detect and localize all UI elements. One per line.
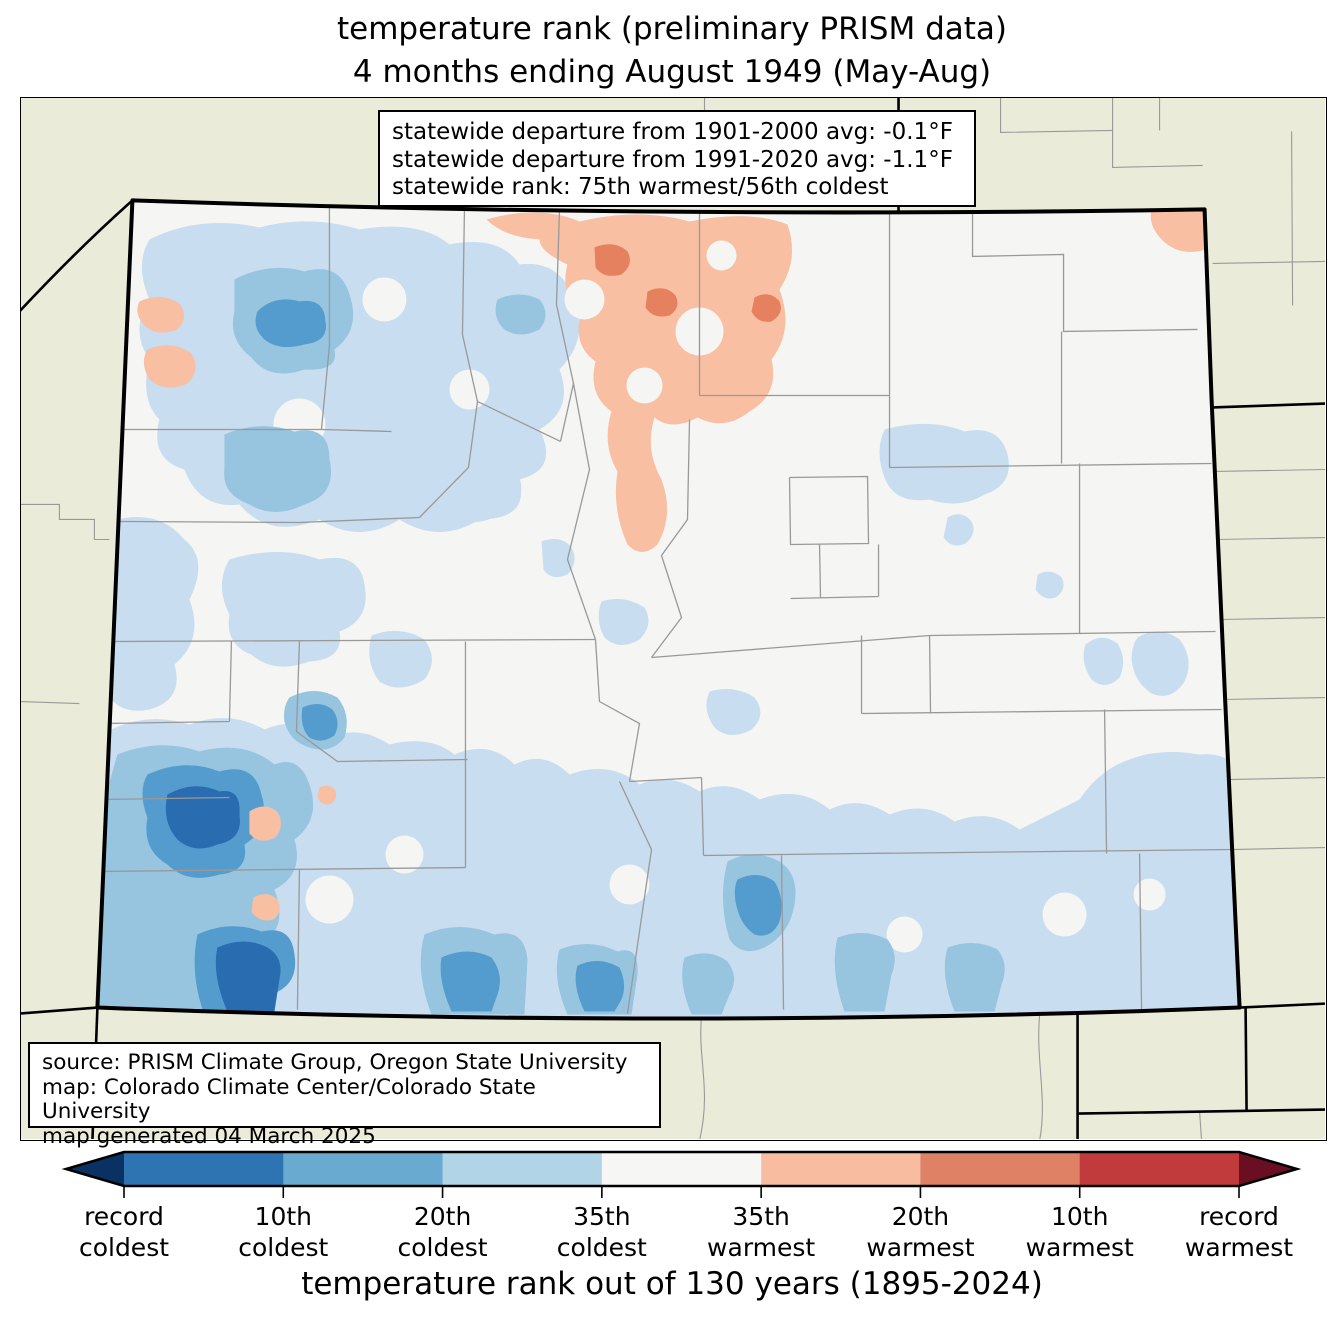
colorbar-label: record coldest <box>44 1201 204 1263</box>
colorbar-label-rank: 20th <box>891 1202 950 1231</box>
statewide-stats-box: statewide departure from 1901-2000 avg: … <box>378 110 976 207</box>
colorbar-label-rank: record <box>1199 1202 1279 1231</box>
colorbar-label-kind: coldest <box>78 1233 170 1262</box>
colorbar-label-kind: coldest <box>397 1233 488 1262</box>
colorbar-segment <box>442 1152 603 1186</box>
colorbar-segment <box>283 1152 444 1186</box>
colorbar-label-rank: 10th <box>254 1202 313 1231</box>
colorbar-label-rank: 10th <box>1050 1202 1109 1231</box>
colorbar-ticks <box>123 1186 1240 1198</box>
colorbar-segment <box>920 1152 1081 1186</box>
colorbar-label-kind: warmest <box>866 1233 975 1262</box>
colorbar-right-arrow <box>1239 1152 1297 1186</box>
colorbar-label: 10th warmest <box>1000 1201 1160 1263</box>
colorbar-caption: temperature rank out of 130 years (1895-… <box>301 1266 1043 1302</box>
colorbar-label-rank: 35th <box>573 1202 631 1231</box>
colorbar-label-rank: 20th <box>413 1202 472 1231</box>
colorbar-segment <box>601 1152 762 1186</box>
colorbar-segment <box>761 1152 921 1186</box>
stats-line-2: statewide departure from 1991-2020 avg: … <box>392 146 953 173</box>
colorbar-label: 10th coldest <box>203 1201 363 1263</box>
colorbar-label-kind: warmest <box>707 1233 816 1262</box>
colorbar-segment <box>1079 1152 1240 1186</box>
colorbar-label-rank: record <box>84 1202 164 1231</box>
colorbar-label-kind: coldest <box>556 1233 647 1262</box>
map-canvas <box>21 98 1325 1139</box>
colorbar-label-rank: 35th <box>732 1202 790 1231</box>
colorbar-label: 35th coldest <box>522 1201 682 1263</box>
title-line-2: 4 months ending August 1949 (May-Aug) <box>352 54 992 90</box>
colorado-state-border <box>95 198 1242 1021</box>
colorbar-label: record warmest <box>1159 1201 1319 1263</box>
colorbar-label-kind: warmest <box>1025 1233 1134 1262</box>
page-title: temperature rank (preliminary PRISM data… <box>0 8 1344 94</box>
source-line-3: map generated 04 March 2025 <box>42 1123 376 1149</box>
stats-line-1: statewide departure from 1901-2000 avg: … <box>392 119 953 145</box>
source-line-2: map: Colorado Climate Center/Colorado St… <box>42 1074 536 1124</box>
colorbar <box>61 1150 1302 1198</box>
colorbar-label: 35th warmest <box>681 1201 841 1263</box>
colorbar-left-arrow <box>66 1152 124 1186</box>
colorbar-label: 20th warmest <box>840 1201 1000 1263</box>
stats-line-3: statewide rank: 75th warmest/56th coldes… <box>392 174 889 200</box>
colorbar-segment <box>124 1152 284 1186</box>
colorbar-segments <box>124 1152 1240 1186</box>
source-line-1: source: PRISM Climate Group, Oregon Stat… <box>42 1050 628 1075</box>
source-attribution-box: source: PRISM Climate Group, Oregon Stat… <box>28 1042 661 1148</box>
colorbar-label: 20th coldest <box>363 1201 523 1263</box>
colorbar-label-kind: coldest <box>238 1233 329 1262</box>
temperature-rank-contours <box>97 209 1240 1019</box>
colorbar-label-kind: warmest <box>1184 1233 1294 1262</box>
county-lines <box>97 207 1232 1014</box>
neighbor-county-lines <box>21 98 1325 1139</box>
title-line-1: temperature rank (preliminary PRISM data… <box>336 11 1007 47</box>
colorado-temperature-rank-map <box>20 97 1327 1141</box>
